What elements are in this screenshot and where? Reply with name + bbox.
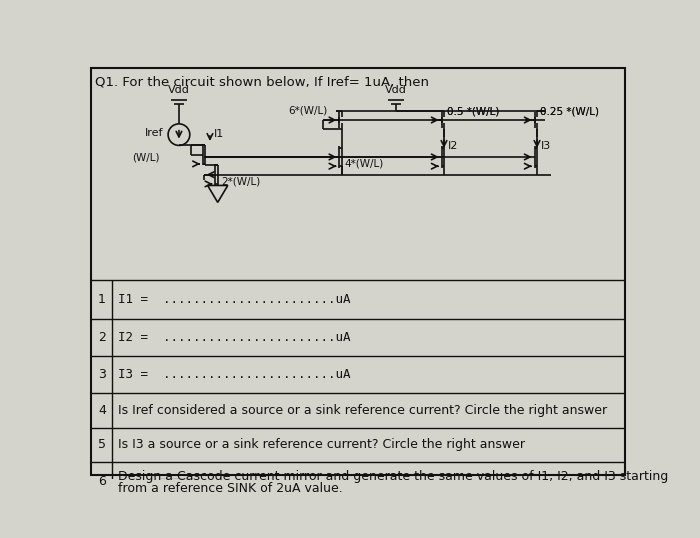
- Text: 4*(W/L): 4*(W/L): [345, 159, 384, 168]
- Text: I2: I2: [448, 141, 458, 151]
- Text: 4: 4: [98, 404, 106, 417]
- Text: 0.5 *(W/L): 0.5 *(W/L): [447, 107, 500, 117]
- Text: 3: 3: [98, 367, 106, 380]
- Text: 1: 1: [98, 293, 106, 306]
- Text: 0.25 *(W/L): 0.25 *(W/L): [540, 107, 599, 117]
- Text: 6*(W/L): 6*(W/L): [288, 105, 328, 115]
- Text: Vdd: Vdd: [168, 86, 190, 95]
- Text: Design a Cascode current mirror and generate the same values of I1, I2, and I3 s: Design a Cascode current mirror and gene…: [118, 470, 668, 483]
- Text: Is I3 a source or a sink reference current? Circle the right answer: Is I3 a source or a sink reference curre…: [118, 438, 526, 451]
- Text: 6: 6: [98, 476, 106, 489]
- Text: 5: 5: [98, 438, 106, 451]
- Text: from a reference SINK of 2uA value.: from a reference SINK of 2uA value.: [118, 483, 343, 495]
- Text: I2 =  .......................uA: I2 = .......................uA: [118, 331, 351, 344]
- Text: Is Iref considered a source or a sink reference current? Circle the right answer: Is Iref considered a source or a sink re…: [118, 404, 608, 417]
- Text: I1: I1: [214, 129, 224, 139]
- Text: Vdd: Vdd: [385, 86, 407, 95]
- Text: I1 =  .......................uA: I1 = .......................uA: [118, 293, 351, 306]
- Text: I3 =  .......................uA: I3 = .......................uA: [118, 367, 351, 380]
- Text: 2*(W/L): 2*(W/L): [222, 176, 261, 186]
- Text: 2: 2: [98, 331, 106, 344]
- Text: 0.5 *(W/L): 0.5 *(W/L): [447, 107, 500, 117]
- Text: Iref: Iref: [145, 128, 163, 138]
- Text: (W/L): (W/L): [132, 152, 160, 162]
- Text: I3: I3: [541, 141, 551, 151]
- Text: 0.25 *(W/L): 0.25 *(W/L): [540, 107, 599, 117]
- Text: Q1. For the circuit shown below, If Iref= 1uA, then: Q1. For the circuit shown below, If Iref…: [95, 75, 429, 88]
